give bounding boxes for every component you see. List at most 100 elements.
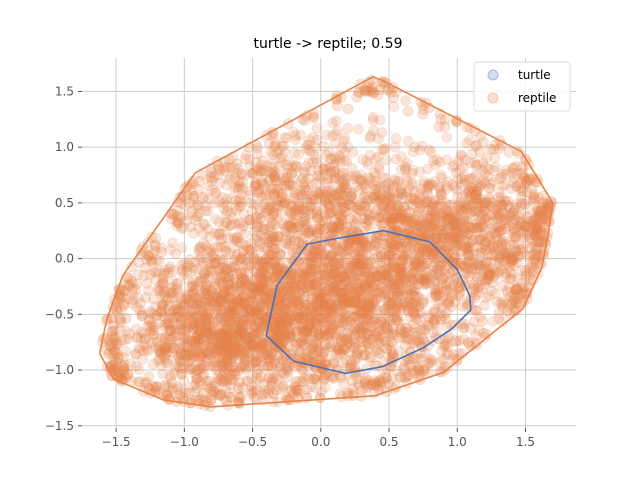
reptile-point xyxy=(359,200,370,212)
reptile-point xyxy=(325,330,337,341)
reptile-point xyxy=(251,303,263,315)
reptile-point xyxy=(253,235,265,247)
reptile-point xyxy=(320,316,331,327)
reptile-point xyxy=(111,355,122,367)
reptile-point xyxy=(293,308,305,320)
reptile-point xyxy=(313,304,325,316)
reptile-point xyxy=(401,333,413,345)
reptile-point xyxy=(115,315,127,326)
reptile-point xyxy=(170,283,181,295)
reptile-point xyxy=(531,224,543,235)
reptile-point xyxy=(218,286,230,298)
reptile-point xyxy=(400,95,412,106)
reptile-point xyxy=(207,172,218,184)
reptile-point xyxy=(291,337,303,349)
reptile-point xyxy=(417,109,429,120)
reptile-point xyxy=(360,244,371,255)
reptile-point xyxy=(347,236,358,247)
reptile-point xyxy=(217,270,229,281)
reptile-point xyxy=(231,260,242,271)
reptile-point xyxy=(337,312,348,324)
reptile-point xyxy=(205,171,216,183)
reptile-point xyxy=(521,251,533,262)
reptile-point xyxy=(398,364,410,375)
reptile-point xyxy=(198,387,209,399)
reptile-point xyxy=(381,343,393,355)
reptile-point xyxy=(448,349,459,361)
reptile-point xyxy=(518,172,530,183)
reptile-point xyxy=(532,211,544,223)
reptile-point xyxy=(310,318,321,329)
reptile-point xyxy=(112,306,123,317)
reptile-point xyxy=(533,206,545,217)
reptile-point xyxy=(278,281,289,292)
reptile-point xyxy=(338,378,349,389)
reptile-point xyxy=(394,372,406,383)
reptile-point xyxy=(320,356,331,368)
reptile-point xyxy=(176,198,187,209)
reptile-point xyxy=(414,145,426,156)
reptile-point xyxy=(328,358,340,370)
reptile-point xyxy=(534,228,546,240)
reptile-point xyxy=(140,262,151,274)
reptile-point xyxy=(349,217,361,229)
reptile-point xyxy=(205,394,217,406)
reptile-point xyxy=(495,297,507,309)
reptile-point xyxy=(428,306,439,318)
reptile-point xyxy=(372,325,384,337)
reptile-point xyxy=(304,208,316,220)
reptile-point xyxy=(443,295,455,307)
reptile-point xyxy=(272,374,284,385)
reptile-point xyxy=(334,295,346,307)
reptile-point xyxy=(199,296,211,308)
reptile-point xyxy=(368,86,380,98)
reptile-point xyxy=(133,364,145,375)
reptile-point xyxy=(507,163,519,174)
reptile-point xyxy=(156,247,167,258)
reptile-point xyxy=(139,378,151,390)
reptile-point xyxy=(107,350,119,362)
reptile-point xyxy=(203,313,214,325)
reptile-point xyxy=(217,192,228,203)
reptile-point xyxy=(249,283,260,294)
reptile-point xyxy=(245,197,256,209)
reptile-point xyxy=(117,285,129,297)
reptile-point xyxy=(310,142,322,154)
reptile-point xyxy=(357,320,369,331)
reptile-point xyxy=(365,379,377,391)
reptile-point xyxy=(502,298,513,310)
reptile-point xyxy=(217,254,229,266)
reptile-point xyxy=(110,331,121,343)
reptile-point xyxy=(372,271,383,283)
reptile-point xyxy=(137,353,148,365)
reptile-point xyxy=(303,173,314,184)
reptile-point xyxy=(323,256,335,267)
reptile-point xyxy=(151,255,163,266)
reptile-point xyxy=(418,297,429,308)
reptile-point xyxy=(222,360,233,372)
reptile-point xyxy=(255,340,267,351)
reptile-point xyxy=(377,373,389,384)
reptile-point xyxy=(318,248,330,260)
reptile-point xyxy=(199,191,211,202)
reptile-point xyxy=(246,385,257,397)
reptile-point xyxy=(336,261,347,273)
reptile-point xyxy=(375,247,387,258)
reptile-point xyxy=(339,206,351,218)
reptile-point xyxy=(240,274,251,286)
reptile-point xyxy=(399,201,410,213)
reptile-point xyxy=(171,205,183,216)
reptile-point xyxy=(105,340,116,352)
reptile-point xyxy=(237,238,248,250)
reptile-point xyxy=(244,161,255,172)
reptile-point xyxy=(360,373,372,385)
reptile-point xyxy=(319,373,330,385)
reptile-point xyxy=(344,271,356,283)
reptile-point xyxy=(303,228,314,240)
reptile-point xyxy=(410,214,421,226)
reptile-point xyxy=(419,363,430,375)
reptile-point xyxy=(120,312,132,324)
reptile-point xyxy=(473,324,485,336)
reptile-point xyxy=(210,357,221,369)
